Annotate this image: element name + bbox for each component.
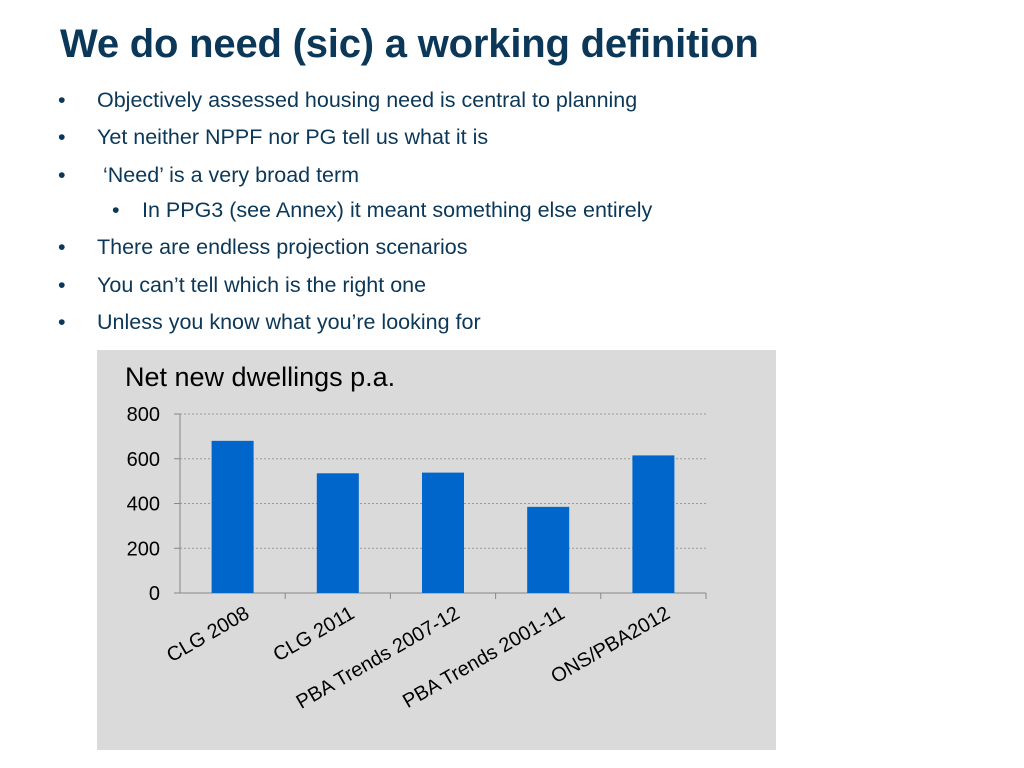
x-tick-label: CLG 2011 <box>270 602 359 666</box>
x-tick-label: CLG 2008 <box>163 602 253 667</box>
bullet-text: ‘Need’ is a very broad term <box>97 163 360 187</box>
bullet-marker: • <box>58 163 66 187</box>
y-tick-label: 200 <box>127 538 160 560</box>
bullet-marker: • <box>58 235 66 259</box>
chart-panel: Net new dwellings p.a. 0 200 400 600 800 CLG 2… <box>97 350 776 750</box>
x-tick-label: ONS/PBA2012 <box>547 602 674 688</box>
bar <box>316 473 359 593</box>
y-tick-label: 800 <box>127 404 160 426</box>
bullet-text: Objectively assessed housing need is cen… <box>97 88 638 112</box>
bullet-marker: • <box>58 273 66 297</box>
bullet-text: You can’t tell which is the right one <box>97 273 427 297</box>
bullet-text: Yet neither NPPF nor PG tell us what it … <box>97 125 489 149</box>
bullet-marker: • <box>58 125 66 149</box>
y-tick-label: 600 <box>127 449 160 471</box>
bar <box>422 472 464 593</box>
bar <box>632 455 675 593</box>
y-tick-label: 0 <box>149 583 160 605</box>
bullet-text: In PPG3 (see Annex) it meant something e… <box>142 198 653 222</box>
y-tick-label: 400 <box>127 494 160 516</box>
slide-title: We do need (sic) a working definition <box>60 22 759 66</box>
bullet-marker: • <box>58 88 66 112</box>
bullet-marker: • <box>112 198 120 222</box>
bullet-text: Unless you know what you’re looking for <box>97 310 481 334</box>
bar <box>527 506 570 593</box>
bullet-text: There are endless projection scenarios <box>97 235 468 259</box>
bar-chart: Net new dwellings p.a. 0 200 400 600 800 CLG 2… <box>125 362 707 714</box>
bullet-marker: • <box>58 310 66 334</box>
bar <box>211 440 254 593</box>
chart-title: Net new dwellings p.a. <box>125 362 395 392</box>
